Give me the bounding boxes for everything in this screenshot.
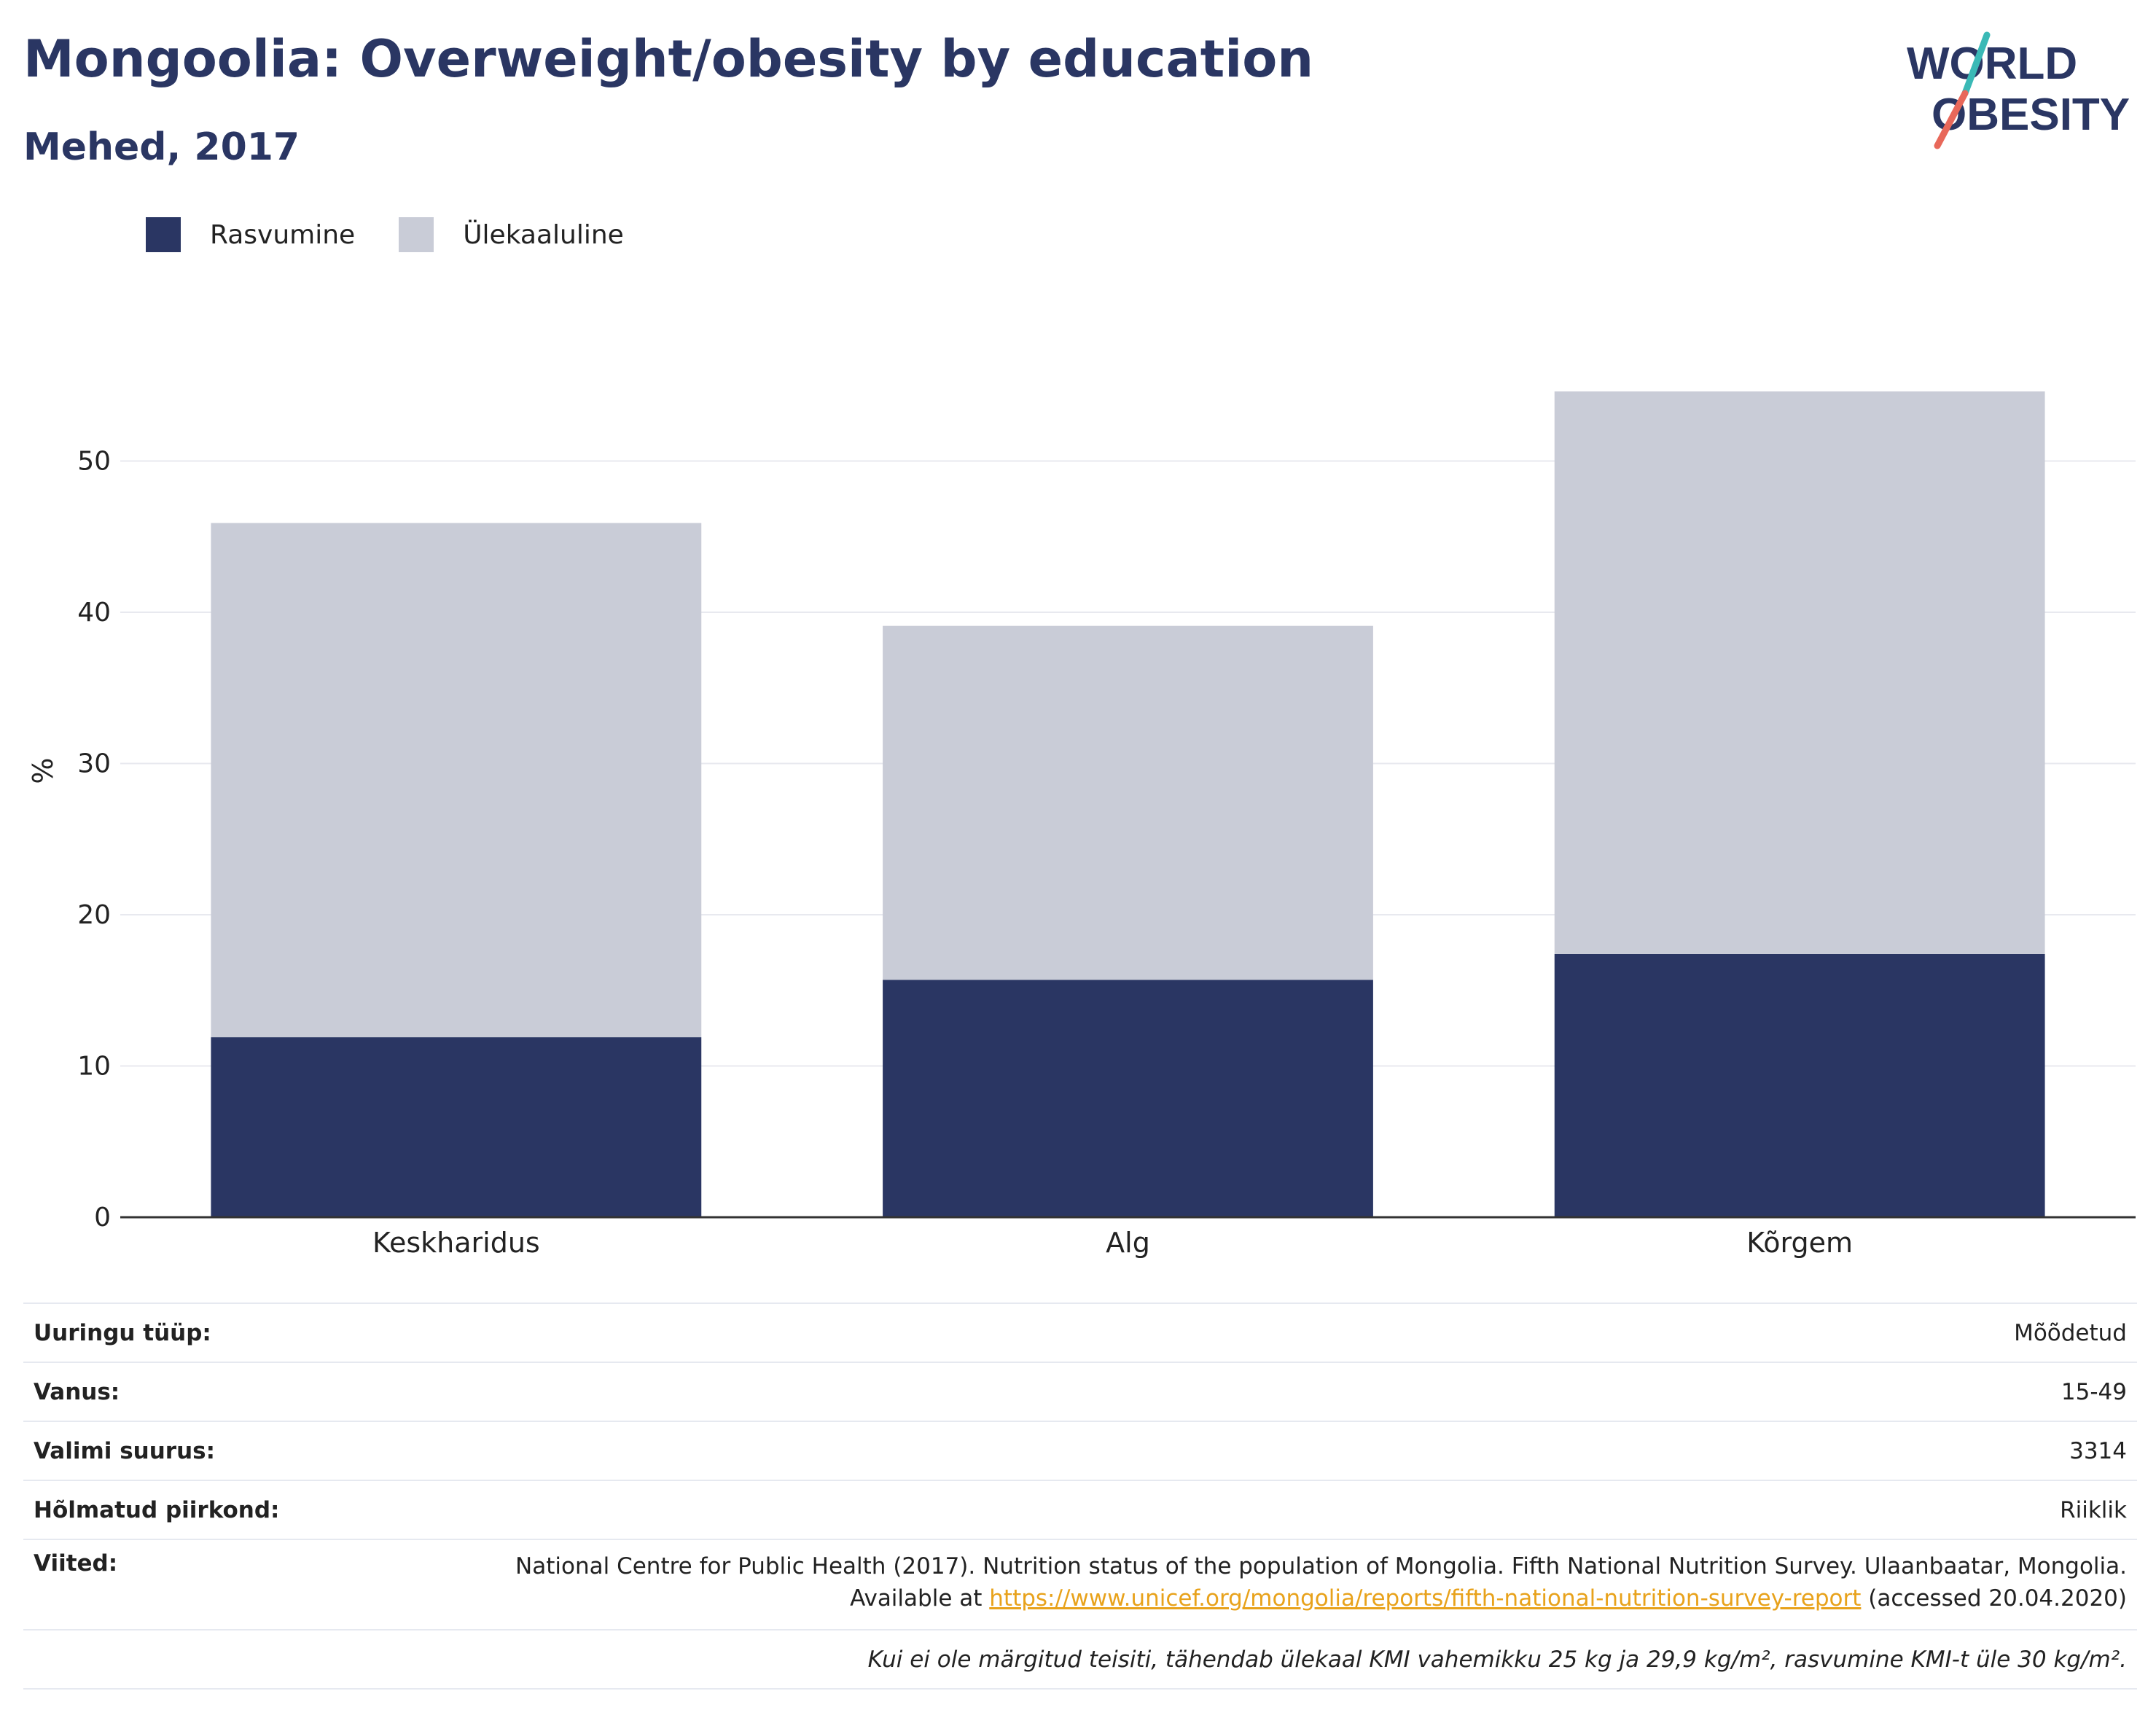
chart-subtitle: Mehed, 2017 bbox=[23, 125, 300, 169]
region-value: Riiklik bbox=[2060, 1496, 2127, 1523]
region-label: Hõlmatud piirkond: bbox=[34, 1496, 280, 1523]
sample-size-value: 3314 bbox=[2069, 1437, 2127, 1464]
bar-obesity bbox=[883, 980, 1373, 1217]
legend-item-obesity[interactable]: Rasvumine bbox=[146, 217, 355, 252]
survey-type-label: Uuringu tüüp: bbox=[34, 1319, 211, 1346]
y-tick-label: 40 bbox=[77, 598, 111, 628]
legend-swatch-overweight bbox=[399, 217, 434, 252]
definition-note: Kui ei ole märgitud teisiti, tähendab ül… bbox=[867, 1646, 2127, 1673]
logo-line1: WORLD bbox=[1907, 39, 2077, 89]
references-link[interactable]: https://www.unicef.org/mongolia/reports/… bbox=[989, 1585, 1862, 1612]
logo-slash-bottom bbox=[1934, 90, 1969, 149]
world-obesity-logo[interactable]: WORLD OBESITY bbox=[1902, 22, 2136, 153]
bar-chart: 0 10 20 30 40 50% Keskharidus Alg Kõrgem bbox=[27, 391, 2136, 1259]
y-tick-label: 30 bbox=[77, 749, 111, 779]
references-value: National Centre for Public Health (2017)… bbox=[450, 1550, 2127, 1614]
legend-label-overweight: Ülekaaluline bbox=[463, 219, 624, 250]
y-tick-label: 10 bbox=[77, 1052, 111, 1082]
y-axis-label: % bbox=[27, 757, 59, 784]
bar-obesity bbox=[211, 1037, 702, 1217]
bar-overweight bbox=[211, 523, 702, 1038]
survey-type-value: Mõõdetud bbox=[2014, 1319, 2127, 1346]
info-row-region: Hõlmatud piirkond: Riiklik bbox=[23, 1480, 2137, 1539]
references-accessed: (accessed 20.04.2020) bbox=[1861, 1585, 2127, 1612]
age-value: 15-49 bbox=[2061, 1378, 2127, 1405]
y-tick-label: 20 bbox=[77, 900, 111, 930]
legend-item-overweight[interactable]: Ülekaaluline bbox=[399, 217, 624, 252]
info-row-age: Vanus: 15-49 bbox=[23, 1362, 2137, 1421]
legend: Rasvumine Ülekaaluline bbox=[146, 216, 668, 254]
legend-label-obesity: Rasvumine bbox=[210, 219, 356, 250]
bar-obesity bbox=[1554, 953, 2045, 1217]
x-tick-label: Kõrgem bbox=[1746, 1227, 1853, 1259]
y-tick-label: 50 bbox=[77, 447, 111, 477]
info-row-references: Viited: National Centre for Public Healt… bbox=[23, 1539, 2137, 1629]
bar-overweight bbox=[1554, 391, 2045, 954]
x-tick-label: Keskharidus bbox=[372, 1227, 540, 1259]
age-label: Vanus: bbox=[34, 1378, 120, 1405]
info-row-note: Kui ei ole märgitud teisiti, tähendab ül… bbox=[23, 1629, 2137, 1690]
sample-size-label: Valimi suurus: bbox=[34, 1437, 215, 1464]
logo-slash-top bbox=[1961, 31, 1991, 97]
chart-title: Mongoolia: Overweight/obesity by educati… bbox=[23, 29, 1314, 89]
info-row-survey-type: Uuringu tüüp: Mõõdetud bbox=[23, 1303, 2137, 1362]
x-tick-label: Alg bbox=[1106, 1227, 1150, 1259]
info-table: Uuringu tüüp: Mõõdetud Vanus: 15-49 Vali… bbox=[23, 1303, 2137, 1690]
y-tick-label: 0 bbox=[94, 1203, 111, 1233]
references-text: National Centre for Public Health (2017)… bbox=[515, 1553, 2127, 1612]
bar-overweight bbox=[883, 625, 1373, 980]
info-row-sample-size: Valimi suurus: 3314 bbox=[23, 1421, 2137, 1480]
references-label: Viited: bbox=[34, 1550, 118, 1577]
legend-swatch-obesity bbox=[146, 217, 181, 252]
